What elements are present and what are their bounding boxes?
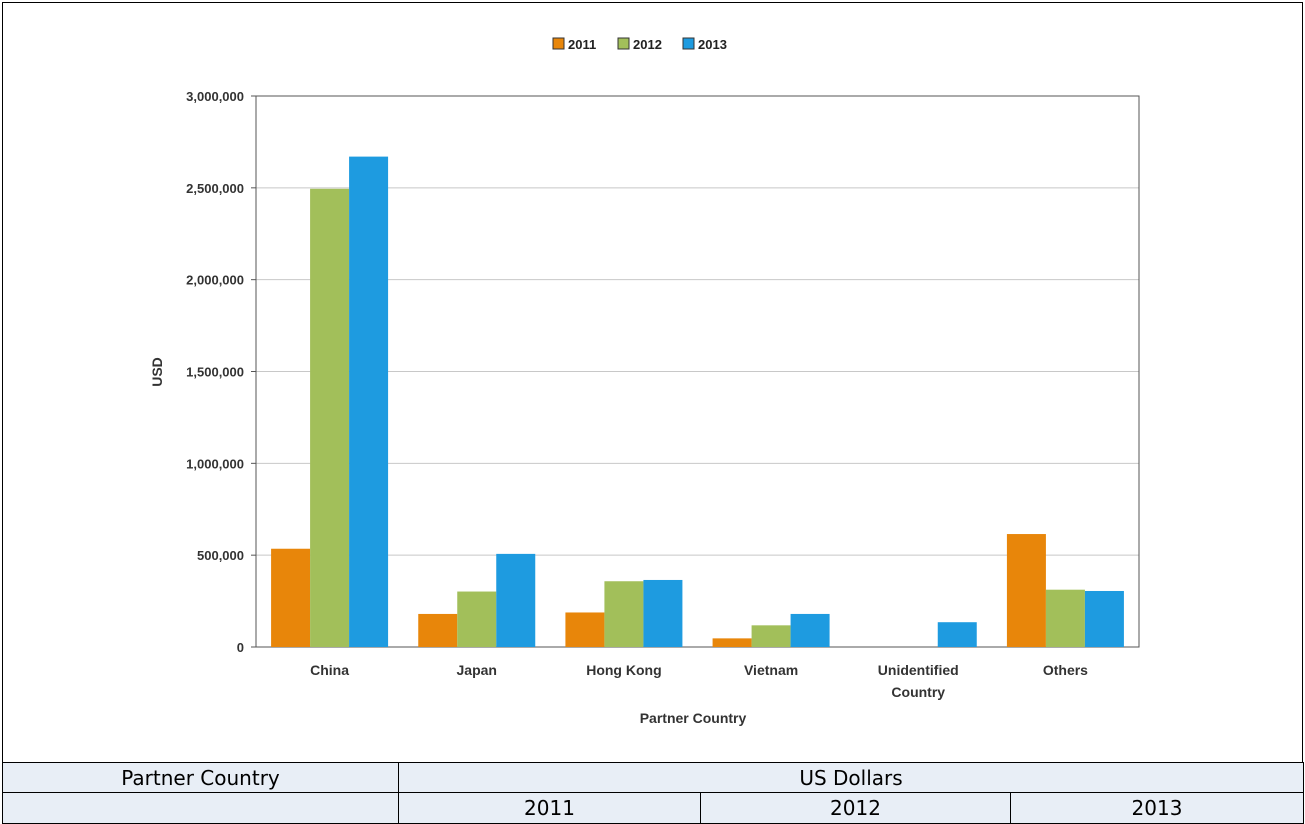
legend-swatch-2013 xyxy=(682,37,695,50)
bar-2011 xyxy=(418,613,458,647)
bar-2012 xyxy=(604,581,644,647)
table-year-row: 2011 2012 2013 xyxy=(2,792,1304,824)
legend-label-2013: 2013 xyxy=(698,37,727,52)
header-year-2012: 2012 xyxy=(700,792,1011,824)
bar-2011 xyxy=(565,612,605,647)
legend-swatch-2012 xyxy=(617,37,630,50)
bar-2013 xyxy=(790,613,830,647)
y-tick-label: 0 xyxy=(237,640,244,655)
data-table: Partner Country US Dollars 2011 2012 201… xyxy=(2,762,1304,824)
y-tick-label: 3,000,000 xyxy=(186,89,244,104)
x-tick-label: China xyxy=(310,662,349,678)
bar-2013 xyxy=(1084,590,1124,647)
legend-label-2012: 2012 xyxy=(633,37,662,52)
x-tick-label: Unidentified Country xyxy=(878,662,959,700)
header-empty-cell xyxy=(2,792,399,824)
y-tick-label: 1,000,000 xyxy=(186,456,244,471)
y-axis-ticks: 0 500,000 1,000,000 1,500,000 2,000,000 2,500… xyxy=(186,89,256,655)
x-tick-label: Others xyxy=(1043,662,1088,678)
bar-2013 xyxy=(937,622,977,647)
legend: 2011 2012 2013 xyxy=(552,37,727,52)
bar-2012 xyxy=(310,188,350,648)
bars xyxy=(271,156,1124,648)
y-axis-label: USD xyxy=(149,357,165,387)
bar-2011 xyxy=(1006,534,1046,647)
bar-2013 xyxy=(349,156,389,648)
table-header-row: Partner Country US Dollars xyxy=(2,762,1304,793)
legend-label-2011: 2011 xyxy=(568,37,596,52)
bar-2013 xyxy=(496,553,536,647)
x-tick-label: Vietnam xyxy=(744,662,798,678)
header-us-dollars: US Dollars xyxy=(398,762,1304,793)
header-year-2013: 2013 xyxy=(1010,792,1304,824)
legend-swatch-2011 xyxy=(552,37,565,50)
y-tick-label: 500,000 xyxy=(197,548,244,563)
y-tick-label: 1,500,000 xyxy=(186,365,244,380)
gridlines xyxy=(256,187,1139,556)
header-partner-country: Partner Country xyxy=(2,762,399,793)
bar-2013 xyxy=(643,579,683,647)
bar-chart: 0 500,000 1,000,000 1,500,000 2,000,000 2,500… xyxy=(149,37,1140,726)
x-tick-label: Hong Kong xyxy=(586,662,661,678)
x-axis-label: Partner Country xyxy=(640,710,747,726)
bar-2011 xyxy=(271,548,311,647)
bar-2012 xyxy=(1045,589,1085,647)
bar-2012 xyxy=(457,591,497,647)
x-tick-label: Japan xyxy=(457,662,497,678)
bar-2011 xyxy=(712,638,752,647)
bar-2012 xyxy=(751,625,791,647)
y-tick-label: 2,500,000 xyxy=(186,181,244,196)
x-axis-ticks: China Japan Hong Kong Vietnam Unidentified Co… xyxy=(310,662,1088,700)
y-tick-label: 2,000,000 xyxy=(186,273,244,288)
header-year-2011: 2011 xyxy=(398,792,701,824)
